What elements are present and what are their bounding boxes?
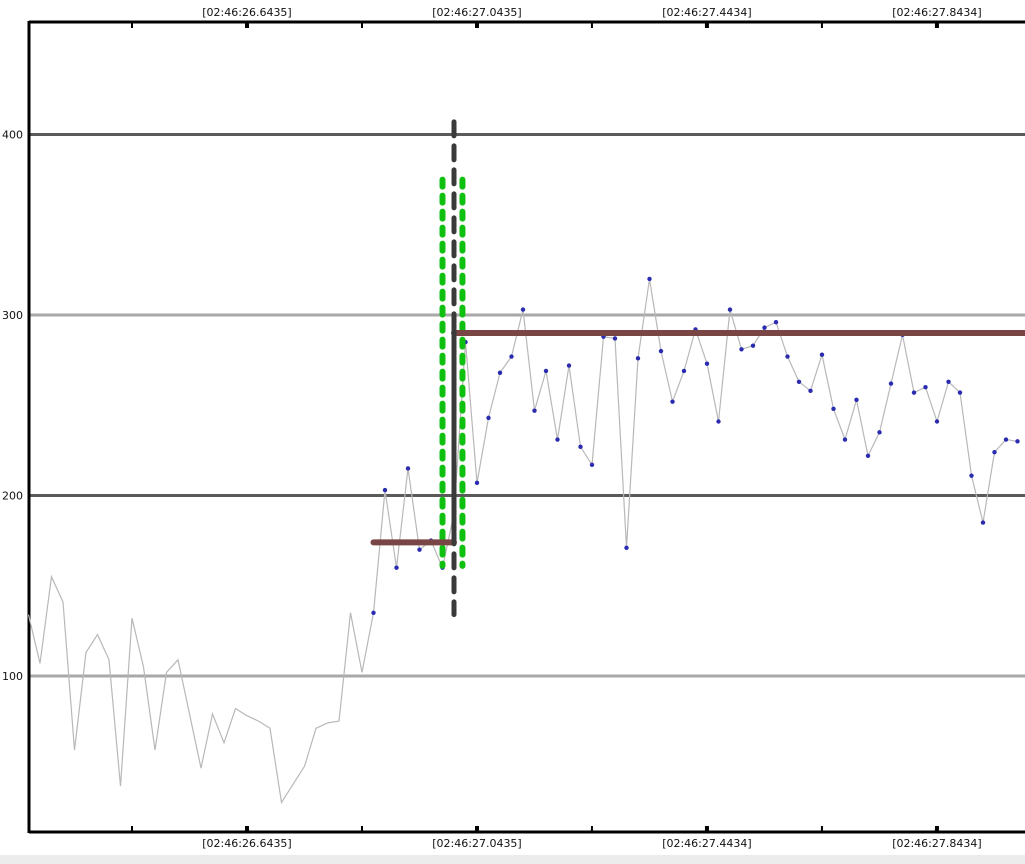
y-tick-label: 300 bbox=[2, 309, 23, 322]
x-tick-label-top: [02:46:26.6435] bbox=[202, 6, 291, 19]
data-point bbox=[612, 336, 618, 341]
data-point bbox=[497, 370, 503, 375]
data-point bbox=[785, 354, 790, 359]
x-tick-label-bottom: [02:46:27.0435] bbox=[432, 837, 521, 850]
data-point bbox=[773, 320, 779, 325]
x-axis-labels-bottom: [02:46:26.6435] [02:46:27.0435] [02:46:27.… bbox=[202, 837, 981, 850]
data-point bbox=[382, 487, 388, 493]
y-axis-labels: 100 200 300 400 bbox=[2, 129, 23, 684]
x-tick-label-top: [02:46:27.8434] bbox=[892, 6, 981, 19]
y-tick-label: 100 bbox=[2, 670, 23, 683]
data-point bbox=[762, 325, 767, 330]
data-point bbox=[647, 276, 652, 282]
x-tick-label-top: [02:46:27.0435] bbox=[432, 6, 521, 19]
data-line bbox=[27, 278, 1018, 805]
data-point bbox=[831, 406, 836, 412]
data-point bbox=[796, 379, 802, 384]
data-point bbox=[946, 379, 951, 384]
change-point-overlay bbox=[370, 119, 1025, 618]
data-point bbox=[727, 307, 733, 312]
data-point bbox=[670, 399, 675, 404]
data-point bbox=[819, 352, 825, 357]
data-point bbox=[739, 347, 744, 352]
data-point bbox=[888, 381, 894, 386]
data-point bbox=[716, 419, 721, 424]
data-point bbox=[566, 363, 572, 368]
data-point bbox=[417, 547, 422, 552]
axis-ticks bbox=[131, 22, 939, 832]
data-point bbox=[969, 473, 974, 478]
data-point bbox=[854, 397, 859, 403]
x-tick-label-top: [02:46:27.4434] bbox=[662, 6, 751, 19]
data-point bbox=[578, 444, 583, 449]
data-point bbox=[992, 449, 997, 455]
data-point bbox=[842, 437, 848, 442]
gridlines bbox=[30, 133, 1025, 678]
data-point bbox=[509, 354, 514, 359]
series-markers bbox=[371, 276, 1020, 616]
data-point bbox=[1003, 437, 1009, 442]
data-point bbox=[589, 462, 595, 468]
footer-bar bbox=[0, 855, 1025, 864]
y-tick-label: 400 bbox=[2, 129, 23, 142]
data-point bbox=[934, 419, 940, 424]
data-point bbox=[486, 415, 491, 421]
data-point bbox=[543, 368, 549, 374]
data-point bbox=[865, 453, 871, 458]
series-line bbox=[27, 278, 1018, 805]
data-point bbox=[394, 565, 399, 570]
data-point bbox=[532, 408, 537, 413]
plot-frame bbox=[27, 20, 1025, 834]
data-point bbox=[681, 368, 687, 374]
data-point bbox=[750, 343, 756, 348]
data-point bbox=[877, 430, 882, 435]
data-point bbox=[808, 388, 813, 394]
x-axis-labels-top: [02:46:26.6435] [02:46:27.0435] [02:46:27.… bbox=[202, 6, 981, 19]
data-point bbox=[704, 361, 710, 366]
y-tick-label: 200 bbox=[2, 490, 23, 503]
data-point bbox=[980, 520, 986, 525]
x-tick-label-bottom: [02:46:27.8434] bbox=[892, 837, 981, 850]
data-point bbox=[658, 348, 664, 354]
x-tick-label-bottom: [02:46:26.6435] bbox=[202, 837, 291, 850]
data-point bbox=[520, 307, 526, 312]
data-point bbox=[405, 466, 411, 471]
data-point bbox=[911, 390, 917, 395]
data-point bbox=[923, 385, 928, 390]
data-point bbox=[635, 356, 641, 361]
x-tick-label-bottom: [02:46:27.4434] bbox=[662, 837, 751, 850]
data-point bbox=[474, 480, 480, 486]
data-point bbox=[555, 437, 560, 442]
data-point bbox=[624, 545, 629, 551]
data-point bbox=[957, 390, 963, 395]
data-point bbox=[371, 610, 376, 616]
data-point bbox=[1015, 439, 1020, 444]
